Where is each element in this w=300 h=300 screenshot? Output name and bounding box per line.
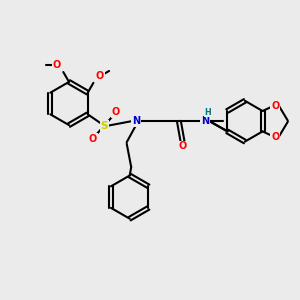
Text: N: N	[132, 116, 140, 126]
Text: O: O	[89, 134, 97, 144]
Text: H: H	[204, 108, 211, 117]
Text: N: N	[201, 116, 209, 126]
Text: O: O	[271, 100, 279, 111]
Text: O: O	[52, 60, 61, 70]
Text: O: O	[178, 141, 187, 152]
Text: O: O	[271, 132, 279, 142]
Text: O: O	[112, 107, 120, 117]
Text: O: O	[96, 71, 104, 81]
Text: S: S	[100, 121, 108, 131]
